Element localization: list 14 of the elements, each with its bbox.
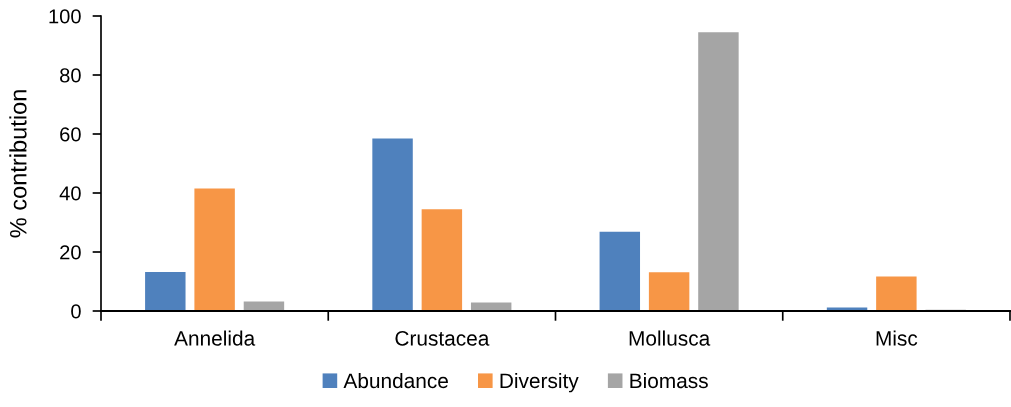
y-tick-label: 0 [71,304,81,319]
x-tick-label: Crustacea [395,330,490,346]
legend-label: Biomass [630,372,708,389]
x-tick-label: Misc [876,330,918,346]
y-tick-label: 100 [49,9,81,24]
y-tick-label: 40 [59,186,81,201]
legend-label: Abundance [343,372,448,389]
y-tick-label: 80 [60,68,81,83]
y-axis-title: % contribution [9,90,27,238]
x-tick-label: Annelida [174,330,256,346]
y-tick-label: 20 [60,245,81,260]
x-tick-label: Mollusca [629,330,711,346]
legend-label: Diversity [500,372,579,393]
y-tick-label: 60 [60,127,81,142]
